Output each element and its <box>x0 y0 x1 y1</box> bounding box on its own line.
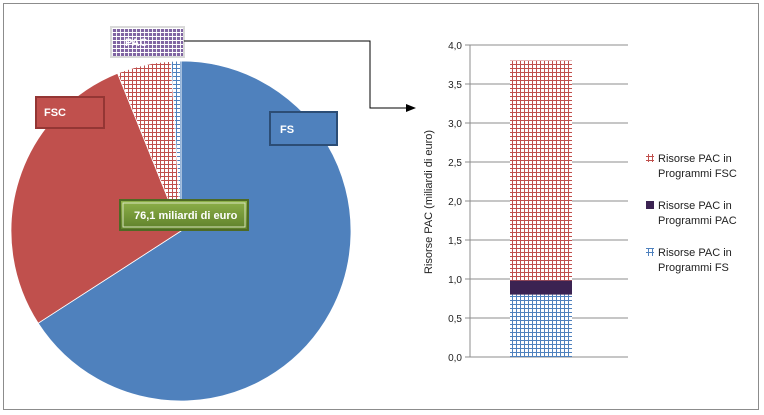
y-tick-label: 2,5 <box>448 158 462 169</box>
y-tick-label: 3,0 <box>448 119 462 130</box>
y-tick-label: 2,0 <box>448 197 462 208</box>
bar-segment-0 <box>510 294 572 357</box>
y-tick-label: 1,5 <box>448 236 462 247</box>
legend-swatch-0 <box>646 154 654 162</box>
legend-swatch-2 <box>646 248 654 256</box>
y-tick-label: 4,0 <box>448 41 462 52</box>
y-axis-title: Risorse PAC (miliardi di euro) <box>423 130 435 274</box>
legend-label-0-line2: Programmi FSC <box>658 168 737 180</box>
bar-chart <box>510 60 572 357</box>
y-tick-label: 0,5 <box>448 314 462 325</box>
pie-label-fs: FS <box>269 111 338 146</box>
pie-label-pac: PAC <box>110 26 185 58</box>
y-tick-label: 3,5 <box>448 80 462 91</box>
connector-arrow <box>184 40 416 112</box>
pie-slice-pac-3 <box>170 60 182 232</box>
legend-label-2-line1: Risorse PAC in <box>658 247 732 259</box>
pie-label-fs-text: FS <box>280 124 294 136</box>
pie-total-label: 76,1 miliardi di euro <box>119 199 249 231</box>
pie-label-fsc-text: FSC <box>44 107 66 119</box>
legend-label-2-line2: Programmi FS <box>658 262 729 274</box>
pie-label-pac-text: PAC <box>125 37 147 49</box>
y-tick-label: 0,0 <box>448 353 462 364</box>
legend-label-1-line1: Risorse PAC in <box>658 200 732 212</box>
pie-total-label-text: 76,1 miliardi di euro <box>134 210 238 222</box>
pie-label-fsc: FSC <box>35 96 105 129</box>
legend-swatch-1 <box>646 201 654 209</box>
bar-segment-1 <box>510 280 572 295</box>
pie-slice-fsc-1 <box>10 72 182 324</box>
y-tick-label: 1,0 <box>448 275 462 286</box>
legend-label-1-line2: Programmi PAC <box>658 215 737 227</box>
legend-label-0-line1: Risorse PAC in <box>658 153 732 165</box>
bar-segment-2 <box>510 60 572 281</box>
legend: Risorse PAC in Programmi FSC Risorse PAC i… <box>646 153 737 274</box>
